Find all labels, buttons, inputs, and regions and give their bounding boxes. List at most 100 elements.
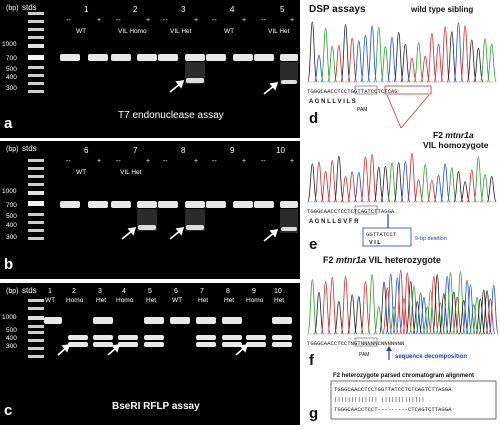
- chromatogram-peak: [367, 25, 378, 83]
- chromatogram-peak: [393, 31, 404, 83]
- cleavage-band: [138, 225, 156, 230]
- chromatogram-peak: [380, 46, 391, 83]
- cleavage-band: [186, 225, 204, 230]
- lane-num: 9: [230, 146, 235, 155]
- ladder-400: 400: [6, 222, 17, 229]
- chromatogram-peak: [347, 294, 358, 335]
- chromatogram-peak: [466, 39, 477, 83]
- gel-b-svg: (bp) stds 1000 700 500 400 300 6 7 8 9 1…: [2, 144, 298, 273]
- gel-panel-a: (bp) stds 1000 700 500 400 300 1 2 3 4 5…: [0, 0, 300, 138]
- chromatogram-e-svg: F2 mtnr1a VIL homozygote TGGGCAACCTCCTCT…: [307, 130, 497, 253]
- genotype-label: Het: [274, 297, 284, 304]
- ladder-1000: 1000: [2, 188, 17, 195]
- sequence-f: TGGGCAACCTCCTNGTNNNNNCNNNNNNN: [307, 340, 404, 347]
- chromatogram-peak: [426, 32, 437, 83]
- minus-label: --: [66, 17, 71, 24]
- chromatogram-peak: [460, 181, 471, 203]
- deletion-inset: [362, 227, 412, 247]
- chromatogram-peak: [446, 31, 457, 83]
- panel-letter-c: c: [4, 402, 12, 419]
- chromatogram-peak: [340, 176, 351, 203]
- ladder-c: [28, 299, 44, 358]
- bp-label: (bp): [6, 288, 18, 295]
- chromatogram-peak: [458, 300, 469, 335]
- f2-het-title: F2 mtnr1a VIL heterozygote: [323, 255, 441, 265]
- chromatogram-peak: [432, 274, 443, 335]
- chromatogram-peak: [400, 161, 411, 203]
- deletion-seq: GGTTATCCT: [366, 231, 397, 238]
- chromatogram-peak: [385, 273, 396, 335]
- decomposition-label: sequence decomposition: [395, 354, 467, 360]
- chromatogram-peak: [320, 170, 331, 203]
- genotype-label: VIL Het: [170, 28, 192, 35]
- chromatogram-peak: [420, 55, 431, 83]
- panel-letter-f: f: [309, 352, 315, 368]
- genotype-label: Het: [198, 297, 208, 304]
- chromatogram-peak: [402, 272, 413, 335]
- arrow-icon: [121, 226, 137, 240]
- ladder-400: 400: [6, 335, 17, 342]
- minus-label: --: [212, 158, 217, 165]
- chromatogram-peak: [475, 298, 486, 335]
- chromatogram-peak: [382, 287, 393, 335]
- chromatogram-peak: [418, 297, 429, 335]
- chromatogram-peak: [320, 281, 331, 335]
- chromatogram-peak: [435, 302, 446, 335]
- cleavage-band: [281, 227, 297, 231]
- chromatogram-peak: [398, 298, 410, 335]
- chromatogram-peak: [481, 290, 493, 335]
- chromatogram-peak: [379, 281, 390, 335]
- deletion-aa: V I L: [369, 240, 381, 246]
- chromatogram-peak: [367, 154, 378, 203]
- minus-label: --: [163, 17, 168, 24]
- panel-letter-b: b: [4, 256, 13, 273]
- chromatogram-peak: [438, 293, 449, 335]
- ladder-300: 300: [6, 234, 17, 241]
- genotype-label: VIL Het: [120, 169, 142, 176]
- chromatogram-peak: [445, 272, 456, 335]
- panel-letter-g: g: [309, 405, 318, 422]
- lane-num: 3: [181, 5, 186, 14]
- trace-d: [307, 21, 497, 83]
- chromatogram-peak: [413, 179, 424, 203]
- ladder-500: 500: [6, 213, 17, 220]
- chromatogram-peak: [428, 275, 439, 335]
- chromatogram-peak: [395, 269, 406, 335]
- lane-num: 5: [148, 288, 152, 295]
- deletion-link: [400, 94, 430, 129]
- chromatogram-peak: [360, 281, 371, 335]
- chromatogram-peak: [466, 169, 477, 203]
- sequence-d: TGGGCAACCTCCTGGTTATCCTCTCAG: [307, 88, 398, 95]
- chromatogram-peak: [479, 38, 491, 83]
- ladder-500: 500: [6, 327, 17, 334]
- dsp-title: DSP assays: [309, 4, 366, 15]
- bp-label: (bp): [6, 5, 18, 12]
- lane-num: 4: [230, 5, 235, 14]
- chromatogram-peak: [313, 54, 325, 83]
- lane-num: 5: [280, 5, 285, 14]
- arrow-icon: [263, 81, 279, 95]
- alignment-box: [330, 380, 497, 420]
- genotype-label: WT: [76, 169, 86, 176]
- lane-num: 7: [200, 288, 204, 295]
- vil-homozygote-title: VIL homozygote: [423, 140, 489, 150]
- chromatogram-peak: [420, 163, 431, 203]
- f2-title: F2 mtnr1a: [433, 130, 474, 140]
- ladder-1000: 1000: [2, 314, 17, 321]
- lane-num: 2: [133, 5, 138, 14]
- chromatogram-peak: [367, 273, 378, 335]
- chromatogram-peak: [392, 277, 403, 335]
- stds-label: stds: [22, 286, 37, 295]
- lane-num: 8: [226, 288, 230, 295]
- chromatogram-peak: [340, 24, 351, 83]
- pam-box: [354, 337, 378, 347]
- chromatogram-peak: [360, 156, 371, 203]
- chromatogram-peak: [393, 162, 404, 203]
- gel-c-svg: (bp) stds 1000 500 400 300 1 2 3 4 5 6 7…: [2, 286, 292, 419]
- lane-num: 10: [276, 146, 285, 155]
- arrow-icon: [57, 343, 71, 356]
- main-bands-a: [60, 54, 298, 61]
- chromatogram-peak: [313, 161, 325, 203]
- alignment-panel-g: F2 heterozygote parsed chromatogram alig…: [303, 368, 500, 425]
- chromatogram-peak: [333, 45, 344, 83]
